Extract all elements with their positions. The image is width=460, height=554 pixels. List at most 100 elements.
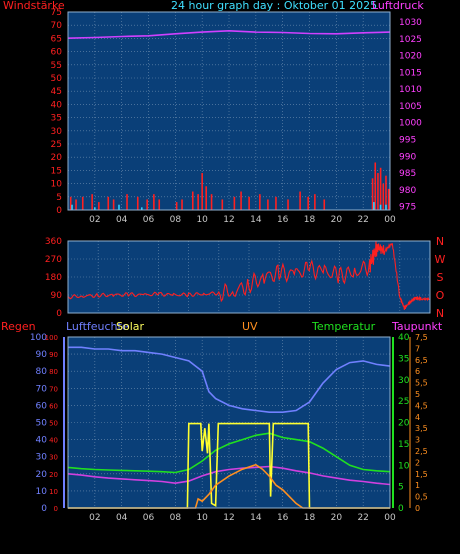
- wind-tick-label: 50: [51, 74, 63, 84]
- wind-tick-label: 30: [51, 127, 63, 137]
- wind-tick-label: 70: [51, 21, 63, 31]
- humidity-tick-label: 60: [36, 401, 48, 411]
- x-tick-label: 06: [143, 513, 155, 523]
- uv-tick-label: 6,5: [415, 356, 428, 365]
- pressure-tick-label: 1000: [399, 119, 422, 129]
- x-tick-label: 10: [196, 513, 208, 523]
- uv-tick-label: 3: [415, 436, 420, 445]
- humidity-axis-title: Luftfeuchte: [66, 320, 129, 333]
- wind_gust-bar: [275, 196, 277, 210]
- x-tick-label: 02: [89, 215, 100, 225]
- uv-tick-label: 4,5: [415, 401, 428, 410]
- wind_gust-bar: [69, 196, 72, 210]
- wind_gust-bar: [387, 188, 390, 210]
- wind_speed-bar: [94, 207, 96, 210]
- wind-tick-label: 65: [51, 34, 62, 44]
- wind_gust-bar: [379, 167, 382, 210]
- rain-tick-label: 20: [49, 471, 58, 479]
- wind_gust-bar: [287, 199, 289, 210]
- humidity-tick-label: 20: [36, 470, 48, 480]
- x-tick-label: 12: [223, 513, 234, 523]
- wind_speed-bar: [118, 204, 120, 210]
- x-tick-label: 06: [143, 215, 155, 225]
- wind_gust-bar: [75, 199, 77, 210]
- uv-tick-label: 7,5: [415, 333, 428, 342]
- wind_gust-bar: [382, 183, 385, 210]
- x-tick-label: 20: [331, 513, 343, 523]
- temp-tick-label: 0: [398, 504, 404, 514]
- x-tick-label: 02: [89, 513, 100, 523]
- wind_gust-bar: [112, 199, 115, 210]
- wind_gust-bar: [210, 194, 213, 210]
- x-tick-label: 22: [357, 215, 368, 225]
- wind_direction-line: [67, 241, 431, 310]
- pressure-tick-label: 995: [399, 136, 416, 146]
- solar-line: [68, 422, 390, 509]
- x-tick-label: 00: [384, 215, 396, 225]
- uv-tick-label: 4: [415, 413, 420, 422]
- uv-line: [68, 463, 390, 509]
- direction-tick-label: 270: [45, 255, 62, 265]
- temp-tick-label: 15: [398, 440, 409, 450]
- wind_gust-bar: [307, 196, 309, 210]
- uv-tick-label: 1,5: [415, 470, 428, 479]
- x-tick-label: 14: [250, 215, 262, 225]
- wind-tick-label: 55: [51, 61, 62, 71]
- uv-tick-label: 2: [415, 458, 420, 467]
- x-tick-label: 22: [357, 513, 368, 523]
- temp-tick-label: 35: [398, 354, 409, 364]
- pressure-tick-label: 975: [399, 203, 416, 213]
- wind_speed-bar: [373, 202, 375, 210]
- humidity-tick-label: 30: [36, 453, 48, 463]
- rain-tick-label: 30: [49, 454, 58, 462]
- pressure-tick-label: 990: [399, 152, 416, 162]
- wind_gust-bar: [221, 199, 224, 210]
- x-tick-label: 12: [223, 215, 234, 225]
- rain-tick-label: 100: [45, 334, 58, 342]
- uv-tick-label: 6: [415, 367, 420, 376]
- direction-tick-label: 0: [56, 309, 62, 319]
- wind_gust-bar: [240, 191, 242, 210]
- humidity-tick-label: 70: [36, 384, 48, 394]
- x-tick-label: 10: [196, 215, 208, 225]
- wind-tick-label: 45: [51, 87, 62, 97]
- x-tick-label: 08: [170, 513, 182, 523]
- humidity-tick-label: 10: [36, 487, 48, 497]
- pressure-tick-label: 1025: [399, 35, 422, 45]
- temp-tick-label: 10: [398, 461, 410, 471]
- wind-axis-title: Windstärke: [3, 0, 65, 12]
- uv-tick-label: 2,5: [415, 447, 428, 456]
- x-tick-label: 04: [116, 215, 128, 225]
- temperature-legend: Temperatur: [311, 320, 376, 333]
- rain-tick-label: 80: [49, 368, 58, 376]
- pressure-tick-label: 985: [399, 169, 416, 179]
- rain-tick-label: 60: [49, 402, 58, 410]
- x-tick-label: 00: [384, 513, 396, 523]
- wind_gust-bar: [175, 202, 178, 210]
- wind_gust-bar: [181, 199, 183, 210]
- pressure-tick-label: 980: [399, 186, 416, 196]
- solar-legend: Solar: [116, 320, 145, 333]
- compass-label: S: [437, 271, 444, 284]
- x-tick-label: 04: [116, 513, 128, 523]
- temp-tick-label: 40: [398, 333, 410, 343]
- uv-tick-label: 5,5: [415, 379, 428, 388]
- wind-tick-label: 40: [51, 100, 63, 110]
- direction-tick-label: 180: [45, 273, 62, 283]
- x-tick-label: 18: [304, 215, 316, 225]
- dewpoint-legend: Taupunkt: [391, 320, 443, 333]
- pressure-tick-label: 1030: [399, 18, 422, 28]
- wind_gust-bar: [374, 162, 377, 210]
- rain-axis-title: Regen: [1, 320, 36, 333]
- temp-tick-label: 20: [398, 419, 410, 429]
- x-tick-label: 14: [250, 513, 262, 523]
- compass-label: W: [435, 253, 446, 266]
- wind_gust-bar: [197, 194, 199, 210]
- wind_gust-bar: [323, 199, 326, 210]
- pressure-line: [67, 29, 391, 39]
- humidity-tick-label: 0: [41, 504, 47, 514]
- wind_gust-bar: [107, 196, 110, 210]
- wind_gust-bar: [259, 194, 261, 210]
- pressure-tick-label: 1015: [399, 68, 422, 78]
- wind_gust-bar: [201, 173, 203, 210]
